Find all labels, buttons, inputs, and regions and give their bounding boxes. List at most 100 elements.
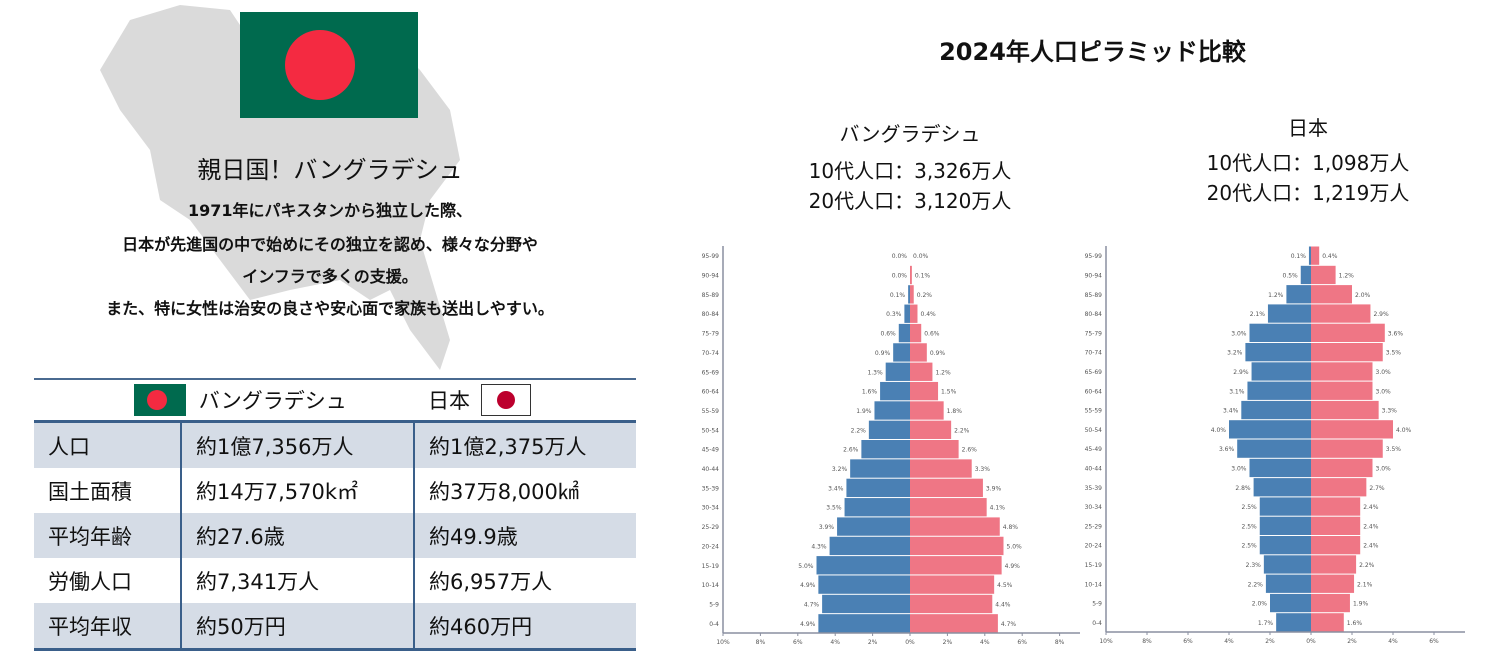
age-group-label: 85-89 <box>702 292 720 299</box>
male-value-label: 1.2% <box>1268 292 1284 299</box>
age-group-label: 95-99 <box>702 253 720 260</box>
x-tick-label: 8% <box>756 639 766 646</box>
female-value-label: 0.6% <box>924 331 940 338</box>
intro-line: 1971年にパキスタンから独立した際、 <box>187 201 473 220</box>
male-value-label: 4.9% <box>800 621 816 628</box>
age-group-label: 20-24 <box>1085 543 1103 550</box>
female-value-label: 1.2% <box>1339 272 1355 279</box>
female-bar <box>1311 536 1361 555</box>
age-group-label: 75-79 <box>702 331 720 338</box>
female-value-label: 0.4% <box>1322 253 1338 260</box>
male-value-label: 0.9% <box>875 350 891 357</box>
row-label: 国土面積 <box>34 468 182 513</box>
female-value-label: 3.5% <box>1386 350 1402 357</box>
female-bar <box>1311 593 1350 613</box>
bangladesh-stat-teens: 10代人口：3,326万人 <box>808 159 1012 183</box>
age-group-label: 55-59 <box>1085 408 1103 415</box>
japan-stat-twenties: 20代人口：1,219万人 <box>1206 181 1410 205</box>
table-row: 平均年収 約50万円 約460万円 <box>34 603 636 651</box>
age-group-label: 5-9 <box>709 601 719 608</box>
male-bar <box>1249 458 1311 478</box>
male-value-label: 3.0% <box>1231 465 1247 472</box>
female-value-label: 3.0% <box>1376 465 1392 472</box>
male-bar <box>1245 343 1311 362</box>
age-group-label: 0-4 <box>709 621 719 628</box>
male-value-label: 4.9% <box>800 582 816 589</box>
row-label: 人口 <box>34 421 182 468</box>
female-value-label: 2.1% <box>1357 581 1373 588</box>
male-bar <box>1267 304 1311 323</box>
age-group-label: 60-64 <box>702 389 720 396</box>
female-bar <box>1311 439 1383 458</box>
age-group-label: 70-74 <box>1085 350 1103 357</box>
female-bar <box>910 536 1004 556</box>
age-group-label: 15-19 <box>1085 562 1103 569</box>
female-value-label: 4.4% <box>995 601 1011 608</box>
bangladesh-flag-small <box>134 384 186 416</box>
male-bar <box>898 323 910 343</box>
female-bar <box>1311 555 1357 574</box>
female-value-label: 2.4% <box>1363 543 1379 550</box>
age-group-label: 55-59 <box>702 408 720 415</box>
female-value-label: 4.7% <box>1001 621 1017 628</box>
intro-line: また、特に女性は治安の良さや安心面で家族も送出しやすい。 <box>106 299 554 318</box>
intro-line: インフラで多くの支援。 <box>242 267 418 286</box>
x-tick-label: 2% <box>943 639 953 646</box>
bangladesh-value: 約27.6歳 <box>181 513 415 558</box>
x-tick-label: 0% <box>905 639 915 646</box>
female-bar <box>910 362 933 381</box>
male-value-label: 0.1% <box>890 292 906 299</box>
female-value-label: 1.9% <box>1353 601 1369 608</box>
female-bar <box>1311 497 1361 516</box>
female-bar <box>1311 381 1373 400</box>
female-bar <box>910 285 914 304</box>
age-group-label: 90-94 <box>702 273 720 280</box>
age-group-label: 45-49 <box>702 447 720 454</box>
female-bar <box>910 594 993 614</box>
male-bar <box>1300 265 1311 285</box>
male-bar <box>1241 400 1311 420</box>
age-group-label: 15-19 <box>702 563 720 570</box>
male-value-label: 2.6% <box>843 447 859 454</box>
male-bar <box>880 381 910 401</box>
female-value-label: 0.9% <box>930 350 946 357</box>
age-group-label: 40-44 <box>1085 465 1103 472</box>
female-value-label: 0.1% <box>915 273 931 280</box>
female-bar <box>910 265 912 285</box>
male-bar <box>1259 516 1311 535</box>
age-group-label: 80-84 <box>1085 311 1103 318</box>
age-group-label: 30-34 <box>1085 504 1103 511</box>
male-bar <box>1251 362 1311 381</box>
x-tick-label: 6% <box>1429 638 1439 645</box>
x-tick-label: 6% <box>1183 638 1193 645</box>
male-bar <box>874 401 910 420</box>
x-tick-label: 10% <box>1099 638 1113 645</box>
female-value-label: 2.2% <box>1359 562 1375 569</box>
age-group-label: 50-54 <box>702 427 720 434</box>
age-group-label: 95-99 <box>1085 253 1103 260</box>
male-bar <box>818 575 910 594</box>
male-bar <box>829 536 910 556</box>
male-value-label: 3.1% <box>1229 388 1245 395</box>
x-tick-label: 4% <box>1224 638 1234 645</box>
female-bar <box>1311 420 1393 439</box>
male-value-label: 1.9% <box>856 408 872 415</box>
female-value-label: 3.9% <box>986 485 1002 492</box>
male-value-label: 2.2% <box>851 427 867 434</box>
female-value-label: 3.0% <box>1376 388 1392 395</box>
female-bar <box>1311 458 1373 478</box>
female-value-label: 4.9% <box>1005 563 1021 570</box>
age-group-label: 90-94 <box>1085 272 1103 279</box>
japan-chart-country: 日本 <box>1288 116 1328 140</box>
female-value-label: 1.2% <box>935 369 951 376</box>
age-group-label: 65-69 <box>1085 369 1103 376</box>
age-group-label: 20-24 <box>702 543 720 550</box>
female-value-label: 3.5% <box>1386 446 1402 453</box>
female-bar <box>1311 285 1352 304</box>
male-value-label: 3.5% <box>826 505 842 512</box>
male-bar <box>846 478 910 498</box>
bangladesh-value: 約7,341万人 <box>181 558 415 603</box>
table-row: 労働人口 約7,341万人 約6,957万人 <box>34 558 636 603</box>
male-bar <box>861 440 910 459</box>
male-bar <box>816 556 910 575</box>
